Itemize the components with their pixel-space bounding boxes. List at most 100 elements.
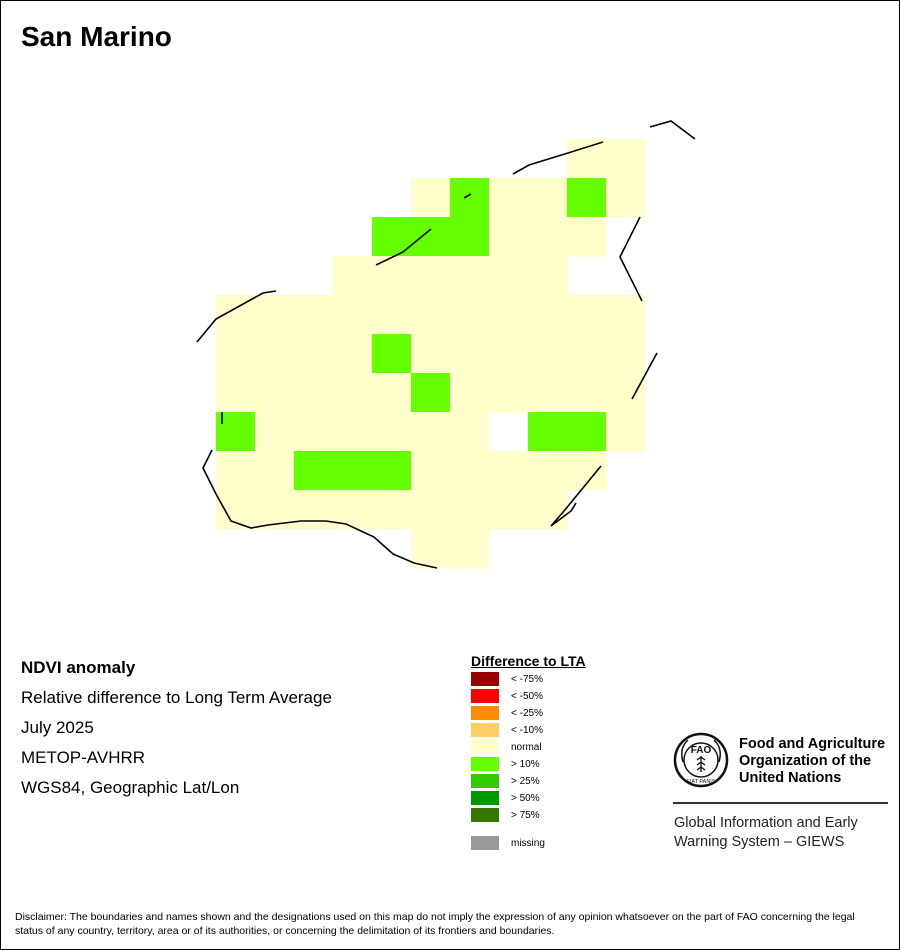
- map-cell-above-10: [294, 451, 334, 491]
- legend-label: > 10%: [511, 758, 540, 770]
- map-cell-normal: [372, 373, 412, 413]
- map-cell-normal: [255, 412, 295, 452]
- map-cell-normal: [528, 334, 568, 374]
- map-cell-normal: [372, 295, 412, 335]
- map-cell-normal: [216, 490, 256, 530]
- map-cell-normal: [606, 412, 646, 452]
- map-cell-above-10: [333, 451, 373, 491]
- legend-swatch: [471, 774, 499, 788]
- map-cell-normal: [333, 373, 373, 413]
- map-cell-normal: [255, 373, 295, 413]
- map-cell-normal: [450, 490, 490, 530]
- map-cell-normal: [333, 334, 373, 374]
- legend-item: > 25%: [471, 774, 540, 788]
- map-cells: [216, 139, 646, 569]
- map-cell-normal: [411, 334, 451, 374]
- map-cell-normal: [411, 529, 451, 569]
- legend-swatch: [471, 740, 499, 754]
- map-cell-above-10: [567, 178, 607, 218]
- legend-swatch: [471, 757, 499, 771]
- legend-label: > 50%: [511, 792, 540, 804]
- map-cell-normal: [528, 295, 568, 335]
- map-cell-normal: [606, 334, 646, 374]
- map-cell-normal: [489, 295, 529, 335]
- fao-emblem-icon: FAO FIAT PANIS: [673, 732, 729, 788]
- legend-label: > 75%: [511, 809, 540, 821]
- legend-title: Difference to LTA: [471, 653, 586, 669]
- map-cell-normal: [294, 295, 334, 335]
- legend-label: normal: [511, 741, 542, 753]
- legend-label: < -50%: [511, 690, 543, 702]
- map-cell-normal: [255, 295, 295, 335]
- map-cell-normal: [567, 334, 607, 374]
- legend-swatch: [471, 706, 499, 720]
- map-sensor: METOP-AVHRR: [21, 748, 146, 767]
- map-cell-normal: [255, 334, 295, 374]
- legend-item: > 50%: [471, 791, 540, 805]
- map-cell-normal: [528, 217, 568, 257]
- map-cell-above-10: [411, 373, 451, 413]
- map-cell-normal: [489, 490, 529, 530]
- giews-label: Global Information and Early Warning Sys…: [674, 814, 894, 852]
- map-cell-normal: [528, 373, 568, 413]
- map-cell-normal: [450, 295, 490, 335]
- map-cell-normal: [528, 451, 568, 491]
- emblem-text: FAO: [691, 745, 712, 756]
- map-cell-normal: [372, 490, 412, 530]
- map-cell-normal: [411, 256, 451, 296]
- map-cell-above-10: [372, 334, 412, 374]
- legend-swatch: [471, 791, 499, 805]
- map-cell-normal: [528, 178, 568, 218]
- legend-item: < -10%: [471, 723, 543, 737]
- map-cell-normal: [489, 256, 529, 296]
- map-cell-normal: [294, 334, 334, 374]
- map-cell-normal: [606, 178, 646, 218]
- map-cell-normal: [216, 451, 256, 491]
- border-segment: [550, 465, 602, 527]
- map-cell-normal: [567, 295, 607, 335]
- map-cell-above-10: [450, 178, 490, 218]
- map-cell-normal: [606, 373, 646, 413]
- legend-label: < -10%: [511, 724, 543, 736]
- map-cell-normal: [411, 451, 451, 491]
- map-cell-normal: [411, 412, 451, 452]
- map-cell-normal: [489, 334, 529, 374]
- border-segment: [619, 216, 643, 302]
- legend-label: < -25%: [511, 707, 543, 719]
- map-cell-normal: [411, 178, 451, 218]
- border-segment: [649, 120, 696, 140]
- border-segment: [631, 352, 658, 400]
- map-cell-normal: [372, 256, 412, 296]
- legend-swatch: [471, 672, 499, 686]
- map-cell-normal: [411, 295, 451, 335]
- legend-item: < -25%: [471, 706, 543, 720]
- map-cell-normal: [567, 139, 607, 179]
- disclaimer: Disclaimer: The boundaries and names sho…: [15, 911, 855, 937]
- fao-name-line: Organization of the: [739, 753, 872, 769]
- legend-label: < -75%: [511, 673, 543, 685]
- border-segment: [512, 141, 604, 175]
- map-cell-normal: [450, 373, 490, 413]
- map-cell-above-10: [372, 451, 412, 491]
- map-cell-normal: [294, 373, 334, 413]
- legend-swatch: [471, 689, 499, 703]
- legend-label: missing: [511, 837, 545, 849]
- map-cell-normal: [294, 490, 334, 530]
- border-segment: [202, 449, 438, 569]
- fao-name-line: Food and Agriculture: [739, 736, 886, 752]
- map-cell-normal: [567, 373, 607, 413]
- map-cell-above-10: [567, 412, 607, 452]
- legend-label: > 25%: [511, 775, 540, 787]
- map-cell-normal: [606, 139, 646, 179]
- fao-name-line: United Nations: [739, 770, 842, 786]
- map-cell-normal: [489, 217, 529, 257]
- border-segment: [196, 290, 277, 343]
- map-cell-normal: [255, 451, 295, 491]
- map-cell-normal: [372, 412, 412, 452]
- map-period: July 2025: [21, 718, 94, 737]
- map-cell-normal: [216, 373, 256, 413]
- map-cell-normal: [333, 295, 373, 335]
- map-cell-normal: [489, 373, 529, 413]
